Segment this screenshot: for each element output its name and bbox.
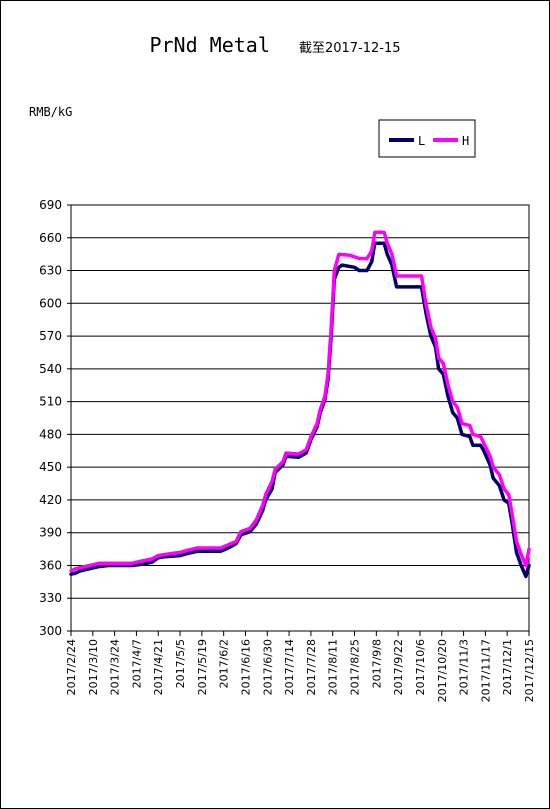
y-tick-label: 600 (39, 296, 62, 310)
x-tick-label: 2017/5/5 (174, 639, 187, 688)
x-tick-label: 2017/9/22 (392, 639, 405, 695)
y-tick-label: 360 (39, 558, 62, 572)
x-tick-label: 2017/11/17 (479, 639, 492, 702)
x-tick-label: 2017/7/28 (305, 639, 318, 695)
y-tick-label: 330 (39, 591, 62, 605)
x-tick-label: 2017/8/11 (327, 639, 340, 695)
plot-area-border (70, 204, 530, 632)
legend: L H (378, 119, 476, 158)
gridlines (71, 204, 529, 632)
chart-title-block: PrNd Metal 截至2017-12-15 (0, 33, 550, 57)
x-tick-label: 2017/3/24 (109, 639, 122, 695)
y-tick-label: 570 (39, 329, 62, 343)
x-tick-label: 2017/7/14 (283, 639, 296, 695)
series-lines (69, 230, 531, 579)
series-line-l (69, 241, 531, 579)
legend-label-l: L (418, 134, 425, 148)
x-tick-label: 2017/4/21 (152, 639, 165, 695)
x-tick-label: 2017/2/24 (65, 639, 78, 695)
x-tick-label: 2017/3/10 (87, 639, 100, 695)
y-tick-label: 690 (39, 198, 62, 212)
y-tick-label: 300 (39, 624, 62, 638)
chart-title: PrNd Metal (149, 33, 270, 57)
x-tick-label: 2017/5/19 (196, 639, 209, 695)
y-tick-label: 480 (39, 427, 62, 441)
x-tick-label: 2017/6/16 (239, 639, 252, 695)
y-tick-label: 630 (39, 264, 62, 278)
x-tick-label: 2017/11/3 (458, 639, 471, 695)
chart-subtitle: 截至2017-12-15 (298, 41, 401, 56)
x-tick-label: 2017/6/30 (261, 639, 274, 695)
legend-label-h: H (462, 134, 469, 148)
y-tick-label: 420 (39, 493, 62, 507)
y-axis-unit-label: RMB/kG (29, 105, 73, 119)
y-tick-label: 510 (39, 395, 62, 409)
x-axis-ticks: 2017/2/24 2017/3/10 2017/3/24 2017/4/7 2017/… (65, 631, 536, 702)
x-tick-label: 2017/12/15 (523, 639, 536, 702)
series-line-h (69, 230, 531, 573)
x-tick-label: 2017/8/25 (349, 639, 362, 695)
x-tick-label: 2017/6/2 (218, 639, 231, 688)
x-tick-label: 2017/9/8 (370, 639, 383, 688)
y-tick-label: 660 (39, 231, 62, 245)
y-tick-label: 540 (39, 362, 62, 376)
x-tick-label: 2017/10/6 (414, 639, 427, 695)
y-tick-label: 390 (39, 526, 62, 540)
y-axis-ticks: 300 330 360 390 420 450 480 510 540 570 600 630 660 6… (39, 198, 71, 638)
x-tick-label: 2017/4/7 (130, 639, 143, 688)
y-tick-label: 450 (39, 460, 62, 474)
x-tick-label: 2017/12/1 (501, 639, 514, 695)
x-tick-label: 2017/10/20 (436, 639, 449, 702)
